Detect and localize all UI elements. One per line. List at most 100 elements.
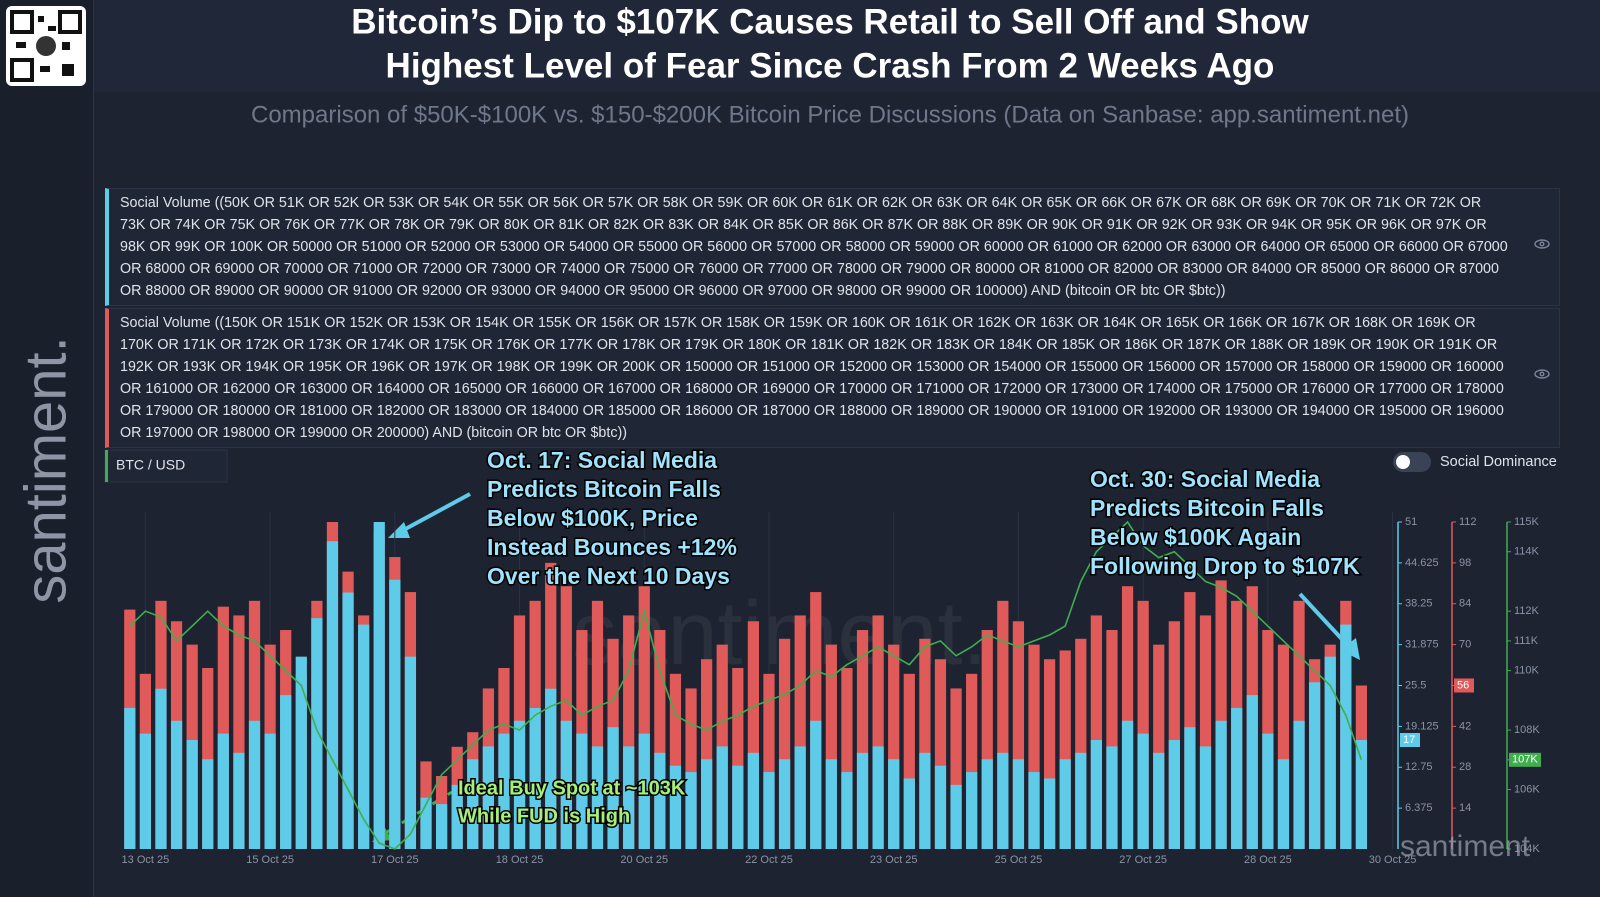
bar [1121,586,1134,849]
bar [1277,759,1290,849]
y-tick-label: 28 [1459,761,1471,773]
legend-color [105,450,108,482]
annotation-text: Oct. 17: Social Media [487,447,717,473]
y-tick-label: 106K [1514,783,1540,795]
bar [373,522,385,849]
legend-box[interactable] [104,449,228,483]
bar [1246,695,1258,849]
bar [1059,650,1071,849]
bar [1012,759,1025,849]
bar [1090,615,1102,849]
toggle-label: Social Dominance [1440,454,1557,470]
bar [763,772,775,849]
x-tick-label: 30 Oct 25 [1369,854,1417,866]
y-tick-label: 6.375 [1405,802,1433,814]
bar [919,638,931,849]
bar [202,667,214,849]
bar [233,752,245,849]
bar [1262,733,1274,849]
bar [1168,740,1180,849]
bar [217,733,229,849]
y-tick-label: 31.875 [1405,639,1439,651]
bar [794,615,806,849]
qr-code [6,6,86,86]
bar [747,752,760,849]
bar [1309,682,1321,849]
bar [295,656,307,849]
y-tick-label: 25.5 [1405,679,1426,691]
bar [763,673,775,849]
y-tick-label: 38.25 [1405,598,1433,610]
bar [778,759,791,849]
bar [825,759,837,849]
bar [560,586,572,849]
bar [264,733,276,849]
bar [124,707,136,849]
x-tick-label: 25 Oct 25 [995,854,1043,866]
bar [1121,720,1134,849]
bar [1340,624,1352,849]
bar [591,746,604,849]
y-tick-label: 112K [1514,605,1540,617]
y-tick-label: 44.625 [1405,557,1439,569]
last-value-label: 56 [1457,679,1469,691]
y-tick-label: 84 [1459,598,1471,610]
bar [872,615,884,849]
bar [856,630,869,849]
bar [202,759,214,849]
bar [233,615,245,849]
x-tick-label: 27 Oct 25 [1119,854,1167,866]
bar [513,720,526,849]
bar [747,621,760,849]
x-tick-label: 17 Oct 25 [371,854,419,866]
bar [841,667,853,849]
bar [1075,638,1087,849]
bar [591,600,604,849]
annotation-text: Oct. 30: Social Media [1090,466,1320,492]
annotation-text: Over the Next 10 Days [487,563,730,589]
bar [810,592,822,849]
bar [358,624,370,849]
bar [311,618,323,849]
bar [623,746,635,849]
y-tick-label: 114K [1514,546,1540,558]
bar [1106,630,1118,849]
bar [139,733,151,849]
legend-label: BTC / USD [116,457,185,473]
query-text: Social Volume ((50K OR 51K OR 52K OR 53K… [120,195,1508,299]
bar [170,720,183,849]
bar [1059,759,1071,849]
bar [903,778,915,849]
bar [669,673,682,849]
bar [1153,752,1165,849]
bar [451,784,463,849]
bar [1106,746,1118,849]
bar [950,784,962,849]
y-tick-label: 12.75 [1405,761,1433,773]
bar [1137,733,1149,849]
bar [654,752,666,849]
bar [545,688,557,849]
bar [825,644,837,849]
annotation-text: Ideal Buy Spot at ~103K [458,777,686,799]
bar [155,688,167,849]
bar [716,746,728,849]
bar [435,804,448,849]
bar [420,797,432,849]
bar [389,579,401,849]
bar [623,615,635,849]
bar [1012,621,1025,849]
bar [1075,752,1087,849]
bar [981,759,993,849]
y-tick-label: 112 [1459,516,1477,528]
last-value-label: 107K [1512,754,1538,766]
bar [248,720,261,849]
bar [607,727,619,849]
query-box: Social Volume ((150K OR 151K OR 152K OR … [105,308,1560,448]
bar [1215,580,1227,849]
x-tick-label: 18 Oct 25 [496,854,544,866]
bar [1293,720,1305,849]
y-tick-label: 42 [1459,720,1471,732]
y-tick-label: 115K [1514,516,1540,528]
